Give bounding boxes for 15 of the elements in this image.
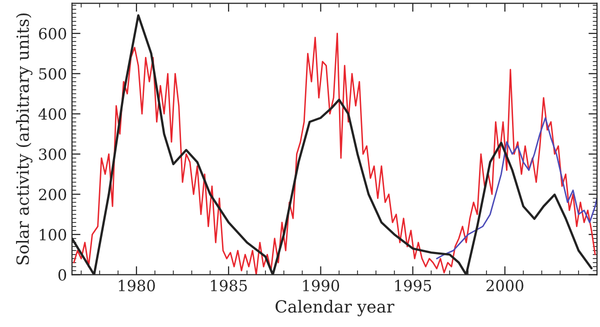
line-series [436,117,597,260]
x-tick-label: 1980 [118,280,155,292]
y-axis-title: Solar activity (arbitrary units) [16,13,32,264]
x-tick-label: 1990 [303,280,340,292]
x-tick-label: 2000 [486,280,524,292]
y-tick-label: 400 [38,108,66,120]
y-tick-label: 0 [58,269,66,281]
y-tick-label: 500 [39,68,66,80]
x-tick-label: 1985 [211,280,247,292]
y-tick-label: 200 [39,188,66,200]
y-tick-label: 300 [39,148,66,160]
x-tick-label: 1995 [395,280,432,292]
y-tick-label: 600 [39,28,66,40]
y-tick-label: 100 [40,228,66,240]
x-axis-title: Calendar year [276,300,394,316]
